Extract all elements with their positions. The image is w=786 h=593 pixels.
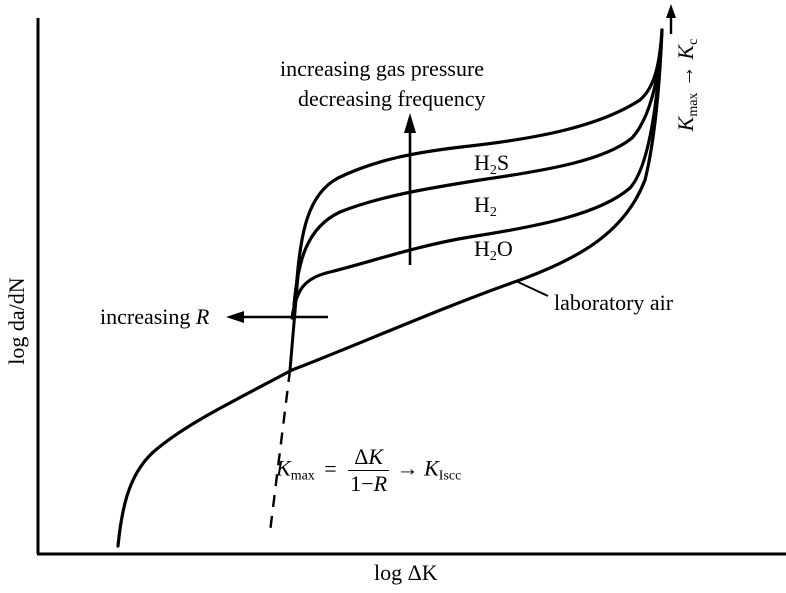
threshold-line-dashed xyxy=(268,369,292,533)
x-axis-label: log ΔK xyxy=(374,562,438,584)
formula-fraction: ΔK 1−R xyxy=(348,444,390,496)
y-axis-label: log da/dN xyxy=(4,266,29,376)
curve-label-laboratory-air: laboratory air xyxy=(554,290,674,315)
curve-h2o xyxy=(290,58,662,320)
curve-label-h2s: H2S xyxy=(474,150,510,178)
y-axis-label-text: log da/dN xyxy=(4,277,29,365)
trend-label-line1: increasing gas pressure xyxy=(280,56,485,81)
curve-laboratory-air xyxy=(116,28,664,548)
curve-label-h2o: H2O xyxy=(474,236,513,264)
curve-h2s xyxy=(294,28,664,294)
x-axis-label-text: log ΔK xyxy=(374,560,438,585)
trend-arrow-head xyxy=(404,113,416,133)
curve-h2 xyxy=(292,43,663,307)
kc-arrow-head xyxy=(666,4,676,18)
increasing-r-arrow-head xyxy=(226,311,244,323)
threshold-line-solid xyxy=(288,275,300,371)
kmax-to-kc-label: Kmax → Kc xyxy=(673,38,701,132)
increasing-r-label: increasing R xyxy=(100,304,210,329)
threshold-formula: Kmax = ΔK 1−R → KIscc xyxy=(276,444,462,496)
trend-label-line2: decreasing frequency xyxy=(298,86,486,111)
laboratory-air-pointer xyxy=(517,281,549,297)
curve-label-h2: H2 xyxy=(474,192,497,220)
